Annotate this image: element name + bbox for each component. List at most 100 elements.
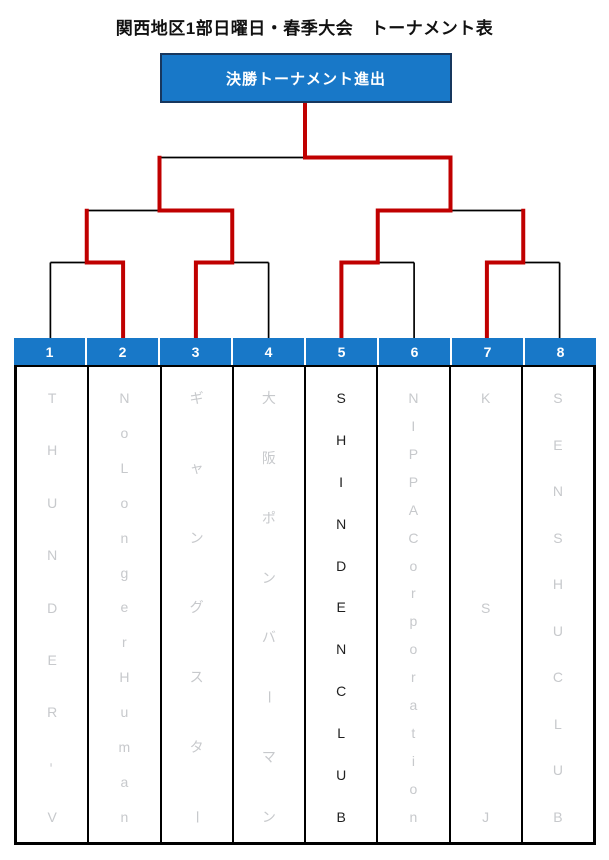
team-name-char: グ: [189, 599, 204, 616]
team-name-char: E: [336, 599, 346, 616]
team-name-char: L: [120, 459, 129, 476]
team-column-4: 大阪ポンバーマン: [234, 367, 306, 842]
team-column-3: ギャングスター: [162, 367, 234, 842]
team-name-char: S: [480, 599, 491, 616]
team-name-char: o: [409, 780, 418, 797]
champion-box-label: 決勝トーナメント進出: [225, 70, 386, 88]
team-name-char: J: [482, 809, 490, 825]
column-header-6: 6: [379, 338, 452, 365]
team-name-char: L: [553, 715, 562, 732]
team-name-char: u: [120, 704, 129, 721]
team-name-char: ン: [261, 808, 276, 825]
team-name-char: P: [408, 473, 419, 490]
team-name-char: e: [120, 599, 129, 616]
column-header-3: 3: [160, 338, 233, 365]
team-name-char: o: [120, 494, 129, 511]
column-header-5: 5: [306, 338, 379, 365]
team-name-char: V: [47, 809, 57, 825]
team-name-char: p: [409, 613, 418, 630]
team-name-char: ン: [261, 569, 276, 586]
team-name-char: E: [553, 436, 563, 453]
team-name-char: o: [409, 641, 418, 658]
team-name-char: A: [408, 501, 419, 518]
team-name-char: H: [336, 431, 347, 448]
team-name-char: N: [336, 515, 347, 532]
team-name-char: S: [336, 390, 346, 406]
team-name-char: o: [409, 557, 418, 574]
team-name-char: a: [120, 773, 129, 790]
team-name-char: m: [118, 739, 131, 756]
team-column-8: S E N S H U C L U B: [523, 367, 593, 842]
team-column-5: S H I N D E N C L U B: [306, 367, 379, 842]
team-name-char: B: [336, 808, 346, 825]
team-name-char: E: [47, 651, 57, 668]
team-name-char: H: [47, 442, 58, 459]
column-header-1: 1: [14, 338, 87, 365]
team-name-char: S: [553, 390, 563, 406]
team-name-char: N: [336, 641, 347, 658]
team-name-char: P: [408, 445, 419, 462]
team-name-char: ギ: [189, 390, 204, 406]
team-name-char: S: [553, 529, 563, 546]
team-name-char: U: [552, 622, 563, 639]
column-header-7: 7: [452, 338, 525, 365]
team-name-char: マ: [261, 749, 276, 766]
bracket-winner-path: [303, 103, 453, 338]
bracket-winner-path: [484, 208, 526, 338]
team-name-char: H: [552, 576, 563, 593]
team-name-char: U: [47, 494, 58, 511]
champion-box: 決勝トーナメント進出: [160, 53, 452, 103]
column-header-8: 8: [525, 338, 596, 365]
team-name-char: o: [120, 424, 129, 441]
team-name-char: r: [411, 585, 416, 602]
team-name-char: U: [336, 767, 347, 784]
bracket-winner-path: [157, 155, 235, 338]
team-name-char: R: [47, 704, 58, 721]
team-name-char: N: [119, 390, 130, 406]
team-name-char: ー: [188, 809, 205, 824]
team-name-char: N: [47, 547, 58, 564]
team-name-char: ャ: [189, 459, 204, 476]
team-name-char: r: [122, 634, 127, 651]
team-name-char: U: [552, 762, 563, 779]
team-name-char: I: [339, 473, 344, 490]
team-name-char: D: [336, 557, 347, 574]
team-name-char: D: [47, 599, 58, 616]
team-name-char: a: [409, 697, 418, 714]
team-name-char: T: [47, 390, 57, 406]
team-name-char: N: [408, 390, 419, 406]
team-name-char: K: [480, 390, 491, 406]
team-name-char: 阪: [261, 449, 276, 466]
team-name-char: ポ: [261, 509, 276, 526]
team-name-char: i: [411, 752, 415, 769]
team-name-char: タ: [189, 739, 204, 756]
team-name-char: -: [44, 762, 61, 767]
team-name-char: バ: [261, 629, 276, 646]
team-name-char: n: [120, 529, 129, 546]
team-name-char: t: [411, 725, 416, 742]
team-name-char: r: [411, 669, 416, 686]
team-name-char: I: [411, 417, 416, 434]
team-column-7: K S J: [451, 367, 523, 842]
team-name-char: C: [336, 683, 347, 700]
team-name-char: H: [119, 669, 130, 686]
team-name-char: C: [408, 529, 419, 546]
page-title: 関西地区1部日曜日・春季大会 トーナメント表: [115, 19, 494, 38]
team-name-char: 大: [261, 390, 276, 406]
team-name-char: C: [552, 669, 563, 686]
bracket-winner-path: [84, 208, 126, 338]
team-column-1: T H U N D E R - V: [17, 367, 90, 842]
team-name-char: ス: [189, 669, 204, 686]
team-name-char: ー: [260, 690, 277, 705]
team-name-char: n: [409, 808, 418, 825]
team-name-char: n: [120, 808, 129, 825]
team-name-char: g: [120, 564, 129, 581]
team-name-char: N: [552, 483, 563, 500]
team-name-char: B: [553, 808, 563, 825]
